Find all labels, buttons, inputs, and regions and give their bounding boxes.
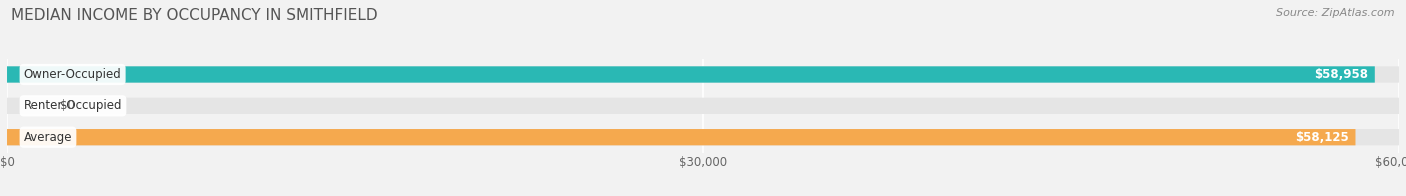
- FancyBboxPatch shape: [7, 129, 1399, 145]
- FancyBboxPatch shape: [7, 129, 1355, 145]
- Text: $58,125: $58,125: [1295, 131, 1348, 144]
- FancyBboxPatch shape: [7, 66, 1399, 83]
- Text: Owner-Occupied: Owner-Occupied: [24, 68, 121, 81]
- Text: Source: ZipAtlas.com: Source: ZipAtlas.com: [1277, 8, 1395, 18]
- FancyBboxPatch shape: [7, 66, 1375, 83]
- Text: $0: $0: [60, 99, 76, 112]
- Text: $58,958: $58,958: [1313, 68, 1368, 81]
- Text: MEDIAN INCOME BY OCCUPANCY IN SMITHFIELD: MEDIAN INCOME BY OCCUPANCY IN SMITHFIELD: [11, 8, 378, 23]
- Text: Renter-Occupied: Renter-Occupied: [24, 99, 122, 112]
- FancyBboxPatch shape: [7, 98, 1399, 114]
- Text: Average: Average: [24, 131, 72, 144]
